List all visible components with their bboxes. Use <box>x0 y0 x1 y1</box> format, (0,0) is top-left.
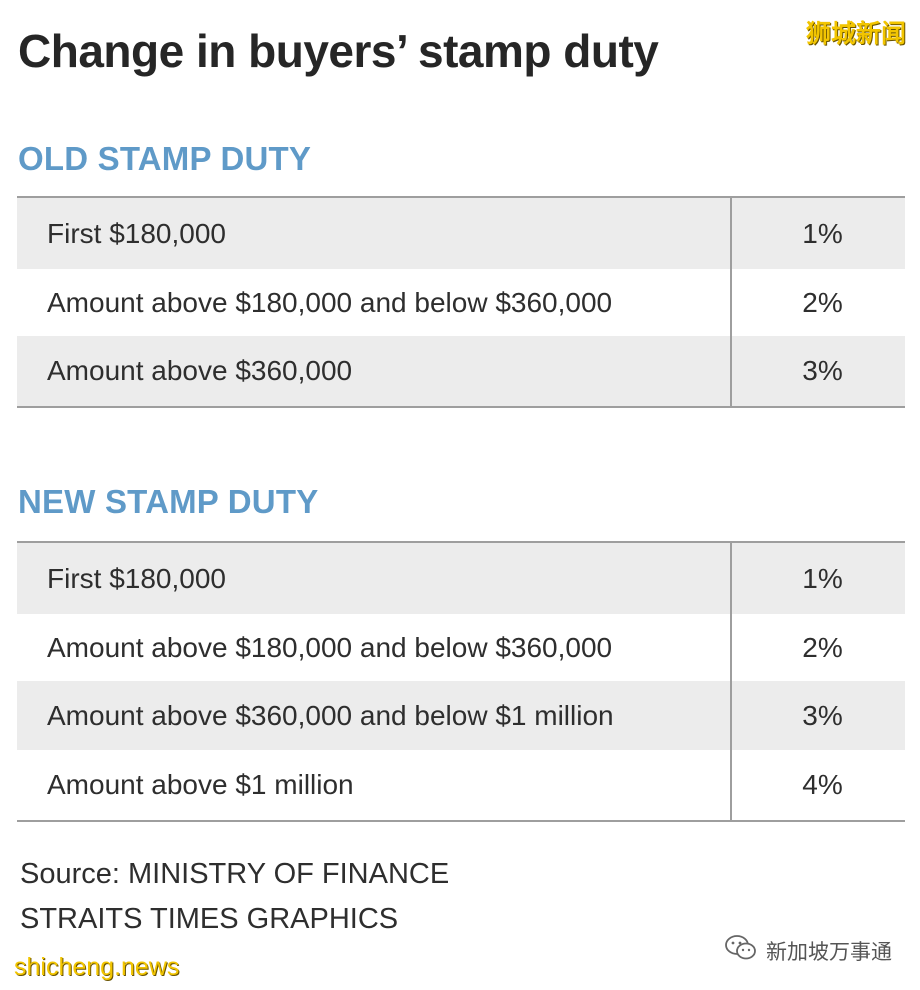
watermark-bottom-left: shicheng.news <box>14 953 180 981</box>
wechat-icon <box>724 934 766 968</box>
watermark-top: 狮城新闻 <box>805 20 906 48</box>
row-label: Amount above $180,000 and below $360,000 <box>17 269 732 336</box>
row-label: Amount above $1 million <box>17 750 732 820</box>
table-row: Amount above $180,000 and below $360,000… <box>17 614 905 681</box>
row-rate: 1% <box>802 217 843 249</box>
watermark-bottom-right-text: 新加坡万事通 <box>766 941 892 964</box>
credit-line: STRAITS TIMES GRAPHICS <box>20 903 399 935</box>
row-rate: 2% <box>802 286 843 318</box>
table-row: First $180,000 1% <box>17 543 905 614</box>
watermark-bottom-right: 新加坡万事通 <box>724 934 892 968</box>
table-row: First $180,000 1% <box>17 198 905 269</box>
row-rate: 3% <box>802 355 843 386</box>
old-stamp-duty-table: First $180,000 1% Amount above $180,000 … <box>17 196 905 408</box>
source-line: Source: MINISTRY OF FINANCE <box>20 858 450 890</box>
row-label: First $180,000 <box>17 198 732 269</box>
old-stamp-duty-heading: OLD STAMP DUTY <box>18 140 312 177</box>
row-label: Amount above $360,000 <box>17 336 732 406</box>
table-row: Amount above $180,000 and below $360,000… <box>17 269 905 336</box>
row-label: Amount above $180,000 and below $360,000 <box>17 614 732 681</box>
row-rate: 3% <box>802 699 843 731</box>
row-label: Amount above $360,000 and below $1 milli… <box>17 681 732 750</box>
row-rate: 1% <box>802 562 843 594</box>
table-row: Amount above $360,000 3% <box>17 336 905 406</box>
row-label: First $180,000 <box>17 543 732 614</box>
new-stamp-duty-heading: NEW STAMP DUTY <box>18 483 319 520</box>
row-rate: 2% <box>802 631 843 663</box>
table-row: Amount above $360,000 and below $1 milli… <box>17 681 905 750</box>
new-stamp-duty-table: First $180,000 1% Amount above $180,000 … <box>17 541 905 822</box>
table-row: Amount above $1 million 4% <box>17 750 905 820</box>
page-title: Change in buyers’ stamp duty <box>18 25 659 77</box>
row-rate: 4% <box>802 769 843 800</box>
